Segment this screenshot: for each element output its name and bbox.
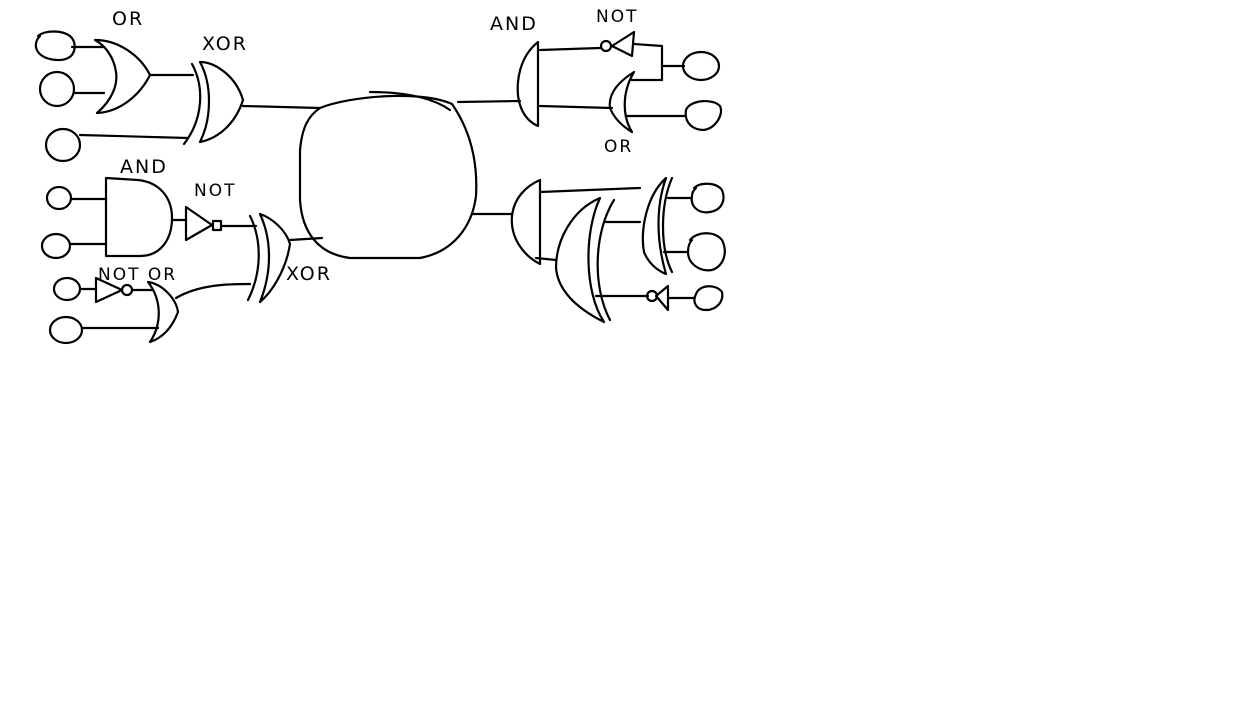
input-circle-5	[40, 232, 72, 260]
input-circle-3	[44, 127, 82, 163]
input-circle-7	[48, 315, 84, 345]
label-and-top-right: AND	[490, 13, 538, 35]
input-circle-r3	[690, 182, 725, 214]
xor-gate-far-right	[641, 176, 674, 276]
input-circles-right-bottom	[686, 182, 726, 312]
input-circle-r4	[686, 232, 726, 272]
gate-labels: OR XOR AND NOT NOT OR XOR AND NOT OR	[98, 7, 638, 285]
xnor-gate-center	[246, 212, 292, 304]
input-circle-2	[38, 70, 76, 108]
label-or-right: OR	[604, 137, 633, 157]
label-not-or-bottom: NOT OR	[98, 265, 177, 285]
and-gate-bottom-right	[510, 178, 542, 266]
input-circle-6	[52, 276, 82, 302]
label-not-top-right: NOT	[596, 7, 638, 27]
label-xor-top: XOR	[202, 33, 248, 55]
input-circles-left	[34, 30, 84, 345]
input-circle-r1	[681, 50, 721, 82]
or-gate-bottom-left	[146, 280, 180, 344]
input-circles-right	[681, 50, 723, 132]
label-or-top-left: OR	[112, 8, 144, 30]
or-gate-right	[608, 70, 636, 134]
and-gate-left	[104, 176, 174, 258]
xor-gate-top	[182, 60, 245, 146]
or-gate-top-left	[93, 38, 152, 115]
input-wires-left	[68, 45, 190, 330]
central-block	[298, 90, 478, 260]
xor-gate-bottom-right	[554, 196, 616, 324]
label-and-left: AND	[120, 156, 168, 178]
not-gate-top-right	[599, 30, 636, 58]
not-gate-left	[184, 205, 223, 242]
and-gate-top-right	[516, 40, 540, 128]
input-circle-4	[45, 185, 73, 211]
input-circle-r5	[693, 285, 724, 312]
label-not-left: NOT	[194, 181, 236, 201]
label-xnor-center: XOR	[286, 263, 332, 285]
input-circle-r2	[684, 100, 723, 132]
not-gate-bottom-right	[645, 284, 670, 312]
input-circle-1	[34, 30, 76, 62]
